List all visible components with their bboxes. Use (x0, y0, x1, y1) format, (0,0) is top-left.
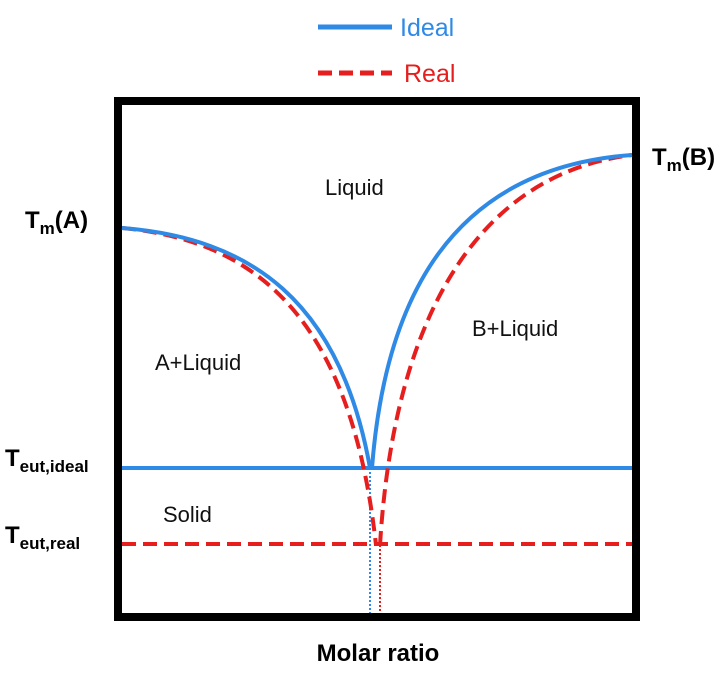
temperature-label: Tm(B) (652, 144, 715, 175)
legend-label: Real (404, 60, 455, 88)
liquidus-real-right (378, 153, 633, 546)
liquidus-ideal-right (370, 153, 633, 469)
frame (114, 97, 640, 621)
region-label: Liquid (325, 175, 384, 200)
legend-label: Ideal (400, 14, 454, 42)
temperature-label: Tm(A) (25, 207, 88, 238)
temperature-label: Teut,real (5, 522, 80, 553)
region-label: Solid (163, 502, 212, 527)
temperature-label: Teut,ideal (5, 445, 89, 476)
region-label: B+Liquid (472, 316, 558, 341)
liquidus-ideal-left (121, 226, 372, 469)
liquidus-real-left (121, 226, 378, 546)
region-label: A+Liquid (155, 350, 241, 375)
x-axis-label: Molar ratio (317, 640, 440, 667)
